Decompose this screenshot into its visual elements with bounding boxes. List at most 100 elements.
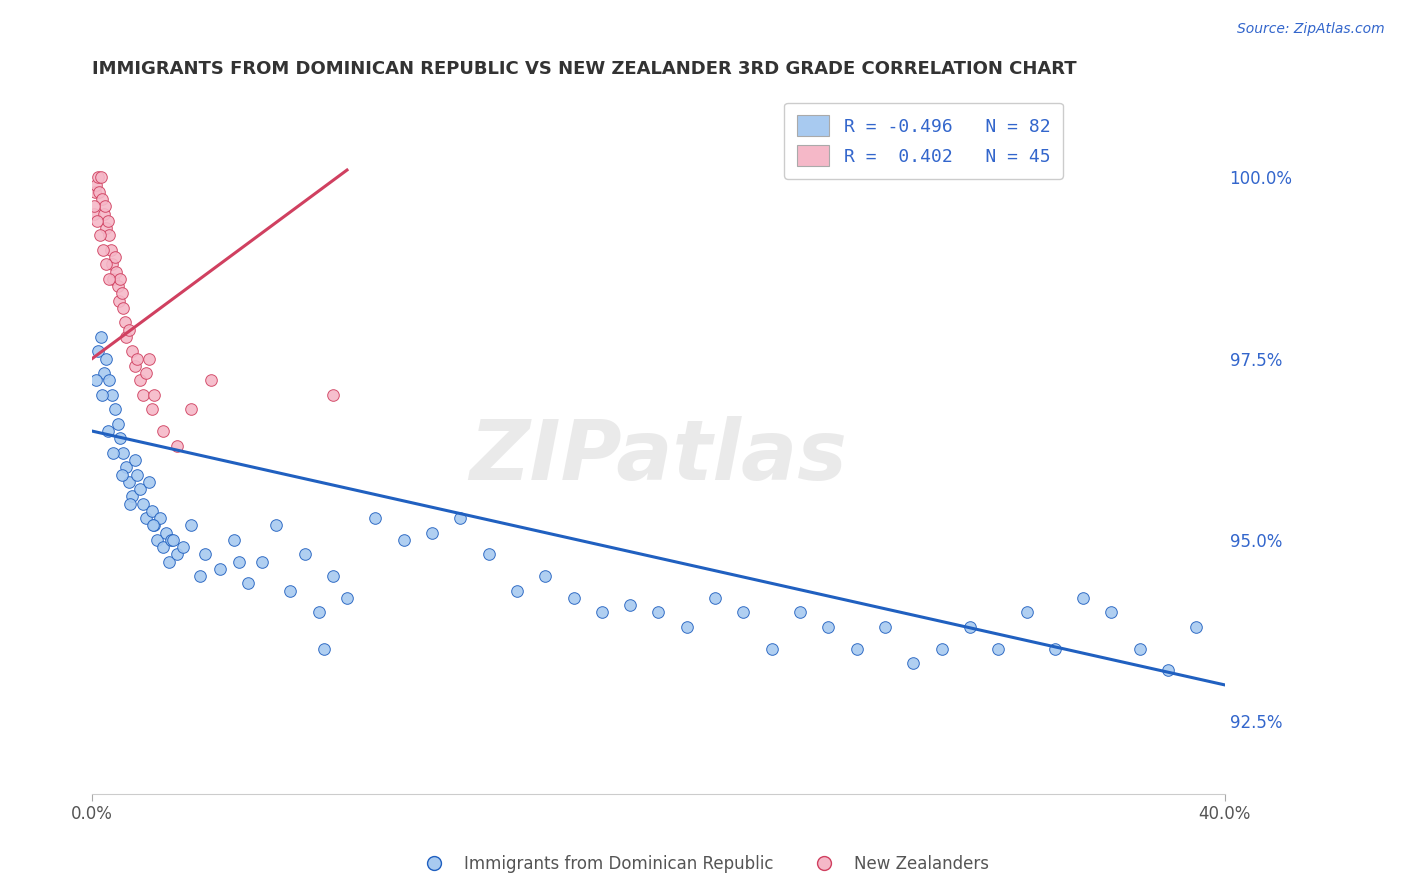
Point — [322, 569, 344, 583]
Point — [96, 221, 118, 235]
Point — [675, 620, 697, 634]
Text: ZIPatlas: ZIPatlas — [470, 416, 848, 497]
Point — [420, 525, 443, 540]
Point — [152, 424, 174, 438]
Point — [449, 511, 471, 525]
Point — [959, 620, 981, 634]
Point — [166, 547, 188, 561]
Point — [97, 214, 120, 228]
Point — [124, 359, 146, 373]
Point — [308, 606, 330, 620]
Point — [127, 467, 149, 482]
Point — [83, 206, 105, 220]
Point — [817, 620, 839, 634]
Point — [93, 206, 115, 220]
Point — [127, 351, 149, 366]
Point — [132, 388, 155, 402]
Point — [100, 243, 122, 257]
Point — [166, 439, 188, 453]
Point — [110, 431, 132, 445]
Point — [84, 185, 107, 199]
Point — [138, 351, 160, 366]
Point — [477, 547, 499, 561]
Point — [1129, 641, 1152, 656]
Point — [761, 641, 783, 656]
Point — [152, 540, 174, 554]
Point — [180, 402, 202, 417]
Point — [264, 518, 287, 533]
Point — [97, 272, 120, 286]
Point — [733, 606, 755, 620]
Point — [103, 272, 125, 286]
Point — [98, 228, 121, 243]
Point — [392, 533, 415, 547]
Point — [110, 272, 132, 286]
Point — [250, 555, 273, 569]
Point — [135, 511, 157, 525]
Point — [101, 388, 124, 402]
Point — [120, 497, 142, 511]
Point — [112, 301, 135, 315]
Point — [101, 257, 124, 271]
Point — [228, 555, 250, 569]
Point — [704, 591, 727, 605]
Point — [97, 424, 120, 438]
Point — [647, 606, 669, 620]
Point — [138, 475, 160, 489]
Point — [118, 475, 141, 489]
Point — [931, 641, 953, 656]
Point — [112, 446, 135, 460]
Point — [172, 540, 194, 554]
Point — [845, 641, 868, 656]
Point — [143, 388, 166, 402]
Point — [105, 264, 128, 278]
Point — [89, 228, 111, 243]
Point — [506, 583, 529, 598]
Point — [89, 185, 111, 199]
Point — [104, 402, 127, 417]
Point — [149, 511, 172, 525]
Text: IMMIGRANTS FROM DOMINICAN REPUBLIC VS NEW ZEALANDER 3RD GRADE CORRELATION CHART: IMMIGRANTS FROM DOMINICAN REPUBLIC VS NE… — [93, 60, 1077, 78]
Point — [157, 555, 180, 569]
Point — [1185, 620, 1208, 634]
Point — [1043, 641, 1066, 656]
Point — [91, 192, 114, 206]
Point — [562, 591, 585, 605]
Point — [200, 373, 222, 387]
Point — [143, 518, 166, 533]
Point — [111, 467, 134, 482]
Point — [591, 606, 613, 620]
Point — [789, 606, 811, 620]
Point — [336, 591, 359, 605]
Point — [86, 178, 108, 192]
Point — [364, 511, 387, 525]
Point — [121, 344, 143, 359]
Legend: R = -0.496   N = 82, R =  0.402   N = 45: R = -0.496 N = 82, R = 0.402 N = 45 — [785, 103, 1063, 178]
Point — [222, 533, 245, 547]
Point — [103, 446, 125, 460]
Point — [94, 199, 117, 213]
Point — [132, 497, 155, 511]
Point — [141, 504, 163, 518]
Point — [96, 351, 118, 366]
Text: Source: ZipAtlas.com: Source: ZipAtlas.com — [1237, 22, 1385, 37]
Point — [86, 373, 108, 387]
Point — [873, 620, 896, 634]
Point — [86, 214, 108, 228]
Point — [107, 279, 129, 293]
Point — [121, 489, 143, 503]
Point — [124, 453, 146, 467]
Point — [107, 417, 129, 431]
Point — [1071, 591, 1094, 605]
Point — [280, 583, 302, 598]
Point — [118, 322, 141, 336]
Point — [194, 547, 217, 561]
Point — [208, 562, 231, 576]
Point — [91, 388, 114, 402]
Point — [619, 598, 641, 612]
Point — [903, 656, 925, 670]
Point — [534, 569, 557, 583]
Point — [94, 257, 117, 271]
Point — [160, 533, 183, 547]
Point — [146, 533, 169, 547]
